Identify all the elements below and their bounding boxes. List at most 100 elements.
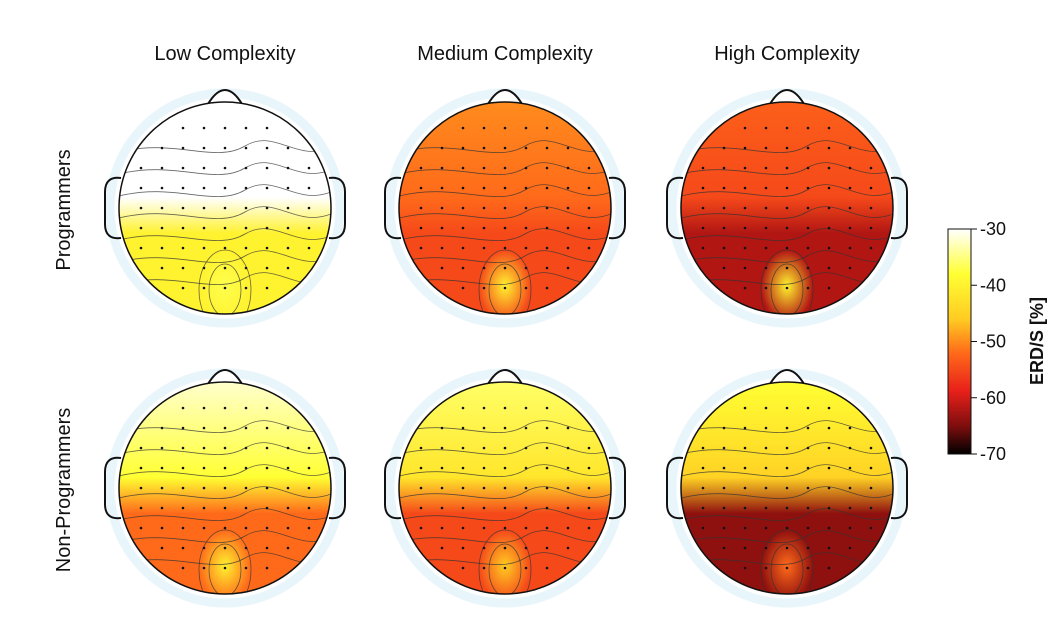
contour-line (399, 464, 611, 477)
nose-shape (769, 369, 805, 385)
electrode-dot (785, 226, 789, 230)
electrode-dot (223, 406, 227, 410)
electrode-dot (286, 246, 290, 250)
head-border (118, 381, 332, 595)
contour-line (681, 530, 893, 543)
electrode-dot (440, 226, 444, 230)
right-ear-shape (328, 456, 346, 520)
electrode-dot (265, 146, 269, 150)
electrode-dot (286, 206, 290, 210)
electrode-dot (482, 206, 486, 210)
electrode-dot (223, 546, 227, 550)
electrode-dot (524, 406, 528, 410)
electrode-dot (827, 146, 831, 150)
electrode-dot (566, 466, 570, 470)
electrode-dot (827, 506, 831, 510)
electrode-dot (139, 506, 143, 510)
electrode-dot (419, 526, 423, 530)
electrode-dot (848, 266, 852, 270)
contour-line (760, 529, 814, 594)
electrode-dot (160, 246, 164, 250)
electrode-dot (160, 506, 164, 510)
electrode-dot (181, 126, 185, 130)
head-map (384, 88, 626, 328)
electrode-dot (181, 166, 185, 170)
electrode-dot (265, 126, 269, 130)
contour-line (198, 529, 252, 594)
electrode-dot (827, 186, 831, 190)
colorbar-scale (947, 228, 972, 455)
electrode-dot (160, 166, 164, 170)
colorbar: -30 -40 -50 -60 -70 ERD/S [%] (947, 219, 1047, 464)
electrode-dot (503, 286, 507, 290)
electrode-dot (545, 566, 549, 570)
electrode-dot (181, 546, 185, 550)
electrode-dot (806, 506, 810, 510)
head-border (398, 381, 612, 595)
contour-line (119, 530, 331, 543)
electrode-dot (244, 406, 248, 410)
electrode-dot (743, 566, 747, 570)
electrode-dot (764, 206, 768, 210)
electrode-dot (764, 266, 768, 270)
electrode-dot (566, 206, 570, 210)
electrode-dot (587, 526, 591, 530)
electrode-dot (743, 506, 747, 510)
electrode-dot (869, 226, 873, 230)
electrode-dot (545, 426, 549, 430)
electrode-dot (503, 446, 507, 450)
electrode-dot (566, 226, 570, 230)
electrode-dot (265, 506, 269, 510)
contour-line (488, 543, 522, 594)
electrode-dot (869, 186, 873, 190)
electrode-dot (566, 526, 570, 530)
electrode-dot (722, 146, 726, 150)
electrode-dot (440, 426, 444, 430)
electrode-dot (764, 466, 768, 470)
electrode-dot (524, 226, 528, 230)
contour-line (119, 250, 331, 263)
electrode-dot (181, 466, 185, 470)
electrode-dot (722, 166, 726, 170)
electrode-dot (743, 146, 747, 150)
electrode-dot (181, 506, 185, 510)
head-border (680, 381, 894, 595)
electrode-dot (524, 266, 528, 270)
contour-line (399, 486, 611, 499)
contour-line (770, 263, 804, 314)
right-ear-shape (328, 176, 346, 240)
electrode-dot (265, 246, 269, 250)
electrode-dot (307, 506, 311, 510)
electrode-dot (181, 246, 185, 250)
electrode-dot (482, 526, 486, 530)
electrode-dot (482, 486, 486, 490)
electrode-dot (482, 506, 486, 510)
electrode-dot (461, 506, 465, 510)
contour-line (399, 250, 611, 263)
head-map (666, 88, 908, 328)
electrode-dot (827, 286, 831, 290)
electrode-dot (785, 146, 789, 150)
occipital-hotspot (479, 530, 531, 594)
contour-line (208, 543, 242, 594)
electrode-dot (244, 266, 248, 270)
contour-line (681, 228, 893, 241)
electrode-dot (244, 506, 248, 510)
electrode-dot (827, 546, 831, 550)
electrode-dot (764, 526, 768, 530)
electrode-dot (223, 186, 227, 190)
electrode-dot (764, 226, 768, 230)
contour-line (681, 250, 893, 263)
electrode-dot (286, 546, 290, 550)
contour-line (681, 206, 893, 219)
electrode-dot (160, 146, 164, 150)
electrode-dot (286, 446, 290, 450)
electrode-dot (827, 226, 831, 230)
electrode-dot (202, 226, 206, 230)
electrode-dot (524, 426, 528, 430)
electrode-dot (503, 426, 507, 430)
electrode-dot (587, 226, 591, 230)
electrode-dot (307, 226, 311, 230)
electrode-dot (223, 506, 227, 510)
electrode-dot (848, 246, 852, 250)
